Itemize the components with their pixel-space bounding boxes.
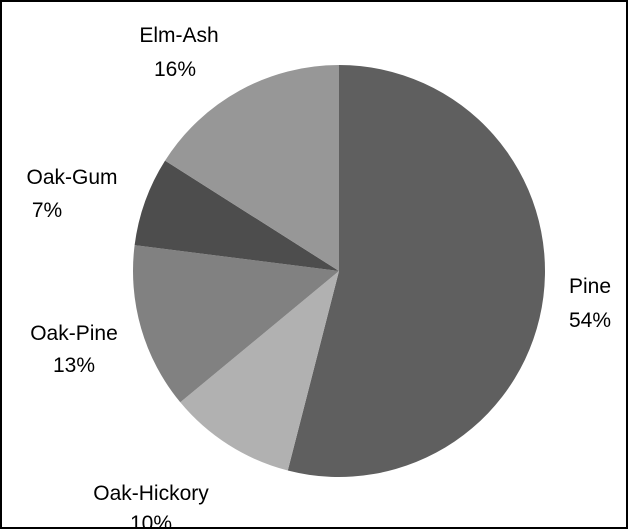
slice-label-pine: Pine: [569, 275, 611, 298]
slice-value-oak-hickory: 10%: [130, 512, 172, 529]
pie-slice-pine: [287, 65, 546, 477]
slice-value-elm-ash: 16%: [154, 58, 196, 81]
slice-value-pine: 54%: [569, 309, 611, 332]
slice-label-oak-gum: Oak-Gum: [26, 166, 117, 189]
label-elm-ash: Elm-Ash 16%: [139, 24, 218, 81]
slice-label-oak-hickory: Oak-Hickory: [93, 482, 209, 505]
label-oak-gum: Oak-Gum 7%: [26, 166, 117, 222]
label-pine: Pine 54%: [569, 275, 611, 332]
pie-slice-oak-pine: [133, 245, 339, 403]
label-oak-hickory: Oak-Hickory 10%: [93, 482, 209, 529]
pie-slice-oak-hickory: [180, 271, 339, 471]
slice-label-elm-ash: Elm-Ash: [139, 24, 218, 47]
pie-slices: [133, 65, 546, 477]
slice-value-oak-gum: 7%: [32, 199, 62, 222]
pie-slice-elm-ash: [165, 65, 339, 271]
slice-value-oak-pine: 13%: [53, 354, 95, 377]
pie-slice-oak-gum: [134, 160, 339, 271]
label-oak-pine: Oak-Pine 13%: [30, 322, 118, 377]
slice-label-oak-pine: Oak-Pine: [30, 322, 118, 345]
